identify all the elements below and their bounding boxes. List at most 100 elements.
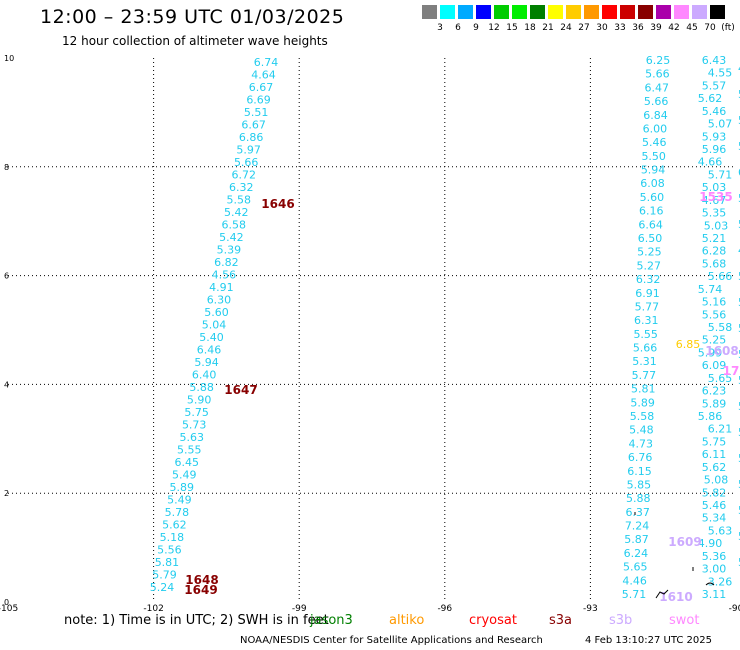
wave-height-value: 5.56 bbox=[157, 544, 182, 557]
wave-height-value: 5.25 bbox=[637, 246, 662, 259]
legend-swatch bbox=[656, 5, 671, 19]
wave-height-value: 5.46 bbox=[642, 136, 667, 149]
wave-height-value: 5.48 bbox=[629, 424, 654, 437]
wave-height-value: 5.03 bbox=[704, 219, 729, 232]
wave-height-value: 5.88 bbox=[626, 492, 651, 505]
pass-time-label: 1608 bbox=[705, 344, 738, 358]
x-tick-label: -105 bbox=[0, 604, 18, 614]
wave-height-value: 6.15 bbox=[627, 465, 652, 478]
wave-height-value: 5.35 bbox=[702, 207, 727, 220]
wave-height-value: 5.36 bbox=[702, 550, 727, 563]
legend-swatch bbox=[458, 5, 473, 19]
wave-height-value: 3.26 bbox=[708, 575, 733, 588]
wave-height-value: 5.7 bbox=[738, 426, 740, 439]
wave-height-value: 5.5 bbox=[738, 530, 740, 543]
legend-swatch bbox=[548, 5, 563, 19]
wave-height-value: 5.57 bbox=[702, 79, 727, 92]
wave-height-value: 6.74 bbox=[254, 56, 279, 69]
wave-height-value: 5.58 bbox=[227, 194, 252, 207]
wave-height-value: 4.9 bbox=[738, 244, 740, 257]
wave-height-value: 6.16 bbox=[639, 205, 664, 218]
wave-height-value: 5.94 bbox=[194, 356, 219, 369]
wave-height-value: 5.5 bbox=[738, 296, 740, 309]
wave-height-value: 6.46 bbox=[197, 344, 222, 357]
wave-height-value: 5.7 bbox=[738, 88, 740, 101]
y-tick-label: 4 bbox=[4, 380, 9, 389]
footer-note: note: 1) Time is in UTC; 2) SWH is in fe… bbox=[64, 613, 329, 628]
coastline-segment bbox=[655, 589, 669, 599]
wave-height-value: 4.66 bbox=[698, 156, 723, 169]
wave-height-value: 6.50 bbox=[638, 232, 663, 245]
y-tick-label: 2 bbox=[4, 489, 9, 498]
wave-height-value: 5.66 bbox=[234, 156, 259, 169]
wave-height-value: 3.00 bbox=[702, 563, 727, 576]
wave-height-value: 5.18 bbox=[160, 531, 185, 544]
legend-label: 36 bbox=[632, 23, 644, 33]
wave-height-value: 5.2 bbox=[738, 114, 740, 127]
legend-label: 15 bbox=[506, 23, 518, 33]
wave-height-value: 5.88 bbox=[189, 381, 214, 394]
satellite-label-swot: swot bbox=[669, 613, 700, 628]
wave-height-value: 4.55 bbox=[708, 67, 733, 80]
wave-height-value: 5.60 bbox=[640, 191, 665, 204]
wave-height-value: 5.5 bbox=[738, 140, 740, 153]
wave-height-value: 4.46 bbox=[622, 574, 647, 587]
wave-height-value: 6.09 bbox=[702, 359, 727, 372]
satellite-label-altiko: altiko bbox=[389, 613, 425, 628]
legend-label: 9 bbox=[473, 23, 479, 33]
wave-height-value: 6.86 bbox=[239, 131, 264, 144]
wave-height-value: 5.85 bbox=[627, 478, 652, 491]
wave-height-value: 4.91 bbox=[209, 281, 234, 294]
wave-height-value: 5.8 bbox=[738, 192, 740, 205]
wave-height-value: 6.37 bbox=[625, 506, 650, 519]
wave-height-value: 5.82 bbox=[702, 486, 727, 499]
wave-height-value: 5.16 bbox=[702, 296, 727, 309]
wave-height-value: 5.39 bbox=[217, 244, 242, 257]
wave-height-value: 5.65 bbox=[708, 372, 733, 385]
x-tick-label: -90 bbox=[729, 604, 740, 614]
wave-height-value: 5.89 bbox=[170, 481, 195, 494]
legend-label: 18 bbox=[524, 23, 536, 33]
wave-height-value: 5.66 bbox=[644, 95, 669, 108]
legend-swatch bbox=[638, 5, 653, 19]
wave-height-value: 5.93 bbox=[702, 130, 727, 143]
legend-swatch bbox=[476, 5, 491, 19]
wave-height-value: 6.00 bbox=[643, 122, 668, 135]
legend-label: 45 bbox=[686, 23, 698, 33]
legend-label: 27 bbox=[578, 23, 590, 33]
x-tick-label: -99 bbox=[292, 604, 307, 614]
wave-height-value: 6.23 bbox=[702, 385, 727, 398]
wave-height-value: 6.32 bbox=[636, 273, 661, 286]
wave-height-value: 4.67 bbox=[702, 194, 727, 207]
wave-height-value: 6.21 bbox=[708, 423, 733, 436]
wave-height-value: 6.91 bbox=[635, 287, 660, 300]
wave-height-value: 6.11 bbox=[702, 448, 727, 461]
wave-height-value: 5.77 bbox=[635, 300, 660, 313]
wave-height-value: 6.08 bbox=[640, 177, 665, 190]
wave-height-value: 3.11 bbox=[702, 588, 727, 601]
wave-height-value: 5.77 bbox=[632, 369, 657, 382]
wave-height-value: 5.90 bbox=[187, 394, 212, 407]
wave-height-value: 5.97 bbox=[236, 144, 261, 157]
wave-height-value: 6.67 bbox=[249, 81, 274, 94]
legend-label: 70 bbox=[704, 23, 716, 33]
wave-height-value: 5.62 bbox=[702, 461, 727, 474]
legend-label: 12 bbox=[488, 23, 500, 33]
wave-height-value: 5.2 bbox=[738, 400, 740, 413]
wave-height-value: 6.76 bbox=[628, 451, 653, 464]
wave-height-value: 5.6 bbox=[738, 374, 740, 387]
wave-height-value: 5.89 bbox=[630, 396, 655, 409]
legend-label: 42 bbox=[668, 23, 680, 33]
wave-height-value: 5.25 bbox=[702, 334, 727, 347]
pass-time-label: 17 bbox=[723, 364, 740, 378]
wave-height-value: 7.24 bbox=[625, 520, 650, 533]
pass-time-label: 1646 bbox=[261, 197, 294, 211]
legend-swatch bbox=[710, 5, 725, 19]
x-tick-label: -96 bbox=[437, 604, 452, 614]
wave-height-value: 5.96 bbox=[702, 143, 727, 156]
pass-time-label: 1609 bbox=[668, 535, 701, 549]
legend-swatch bbox=[530, 5, 545, 19]
wave-height-value: 6.69 bbox=[246, 94, 271, 107]
wave-height-value: 4.64 bbox=[251, 69, 276, 82]
